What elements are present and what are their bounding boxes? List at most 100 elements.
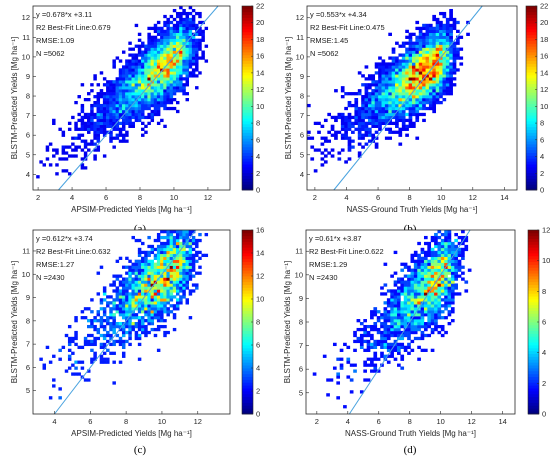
heatmap-cell: [444, 286, 448, 290]
heatmap-cell: [175, 274, 180, 278]
heatmap-cell: [131, 86, 135, 90]
heatmap-cell: [80, 83, 85, 87]
heatmap-cell: [442, 77, 447, 81]
heatmap-cell: [185, 74, 189, 78]
colorbar-tick-label: 6: [256, 135, 260, 144]
heatmap-cell: [71, 148, 75, 152]
stat-annotation: N =5062: [36, 49, 65, 58]
colorbar-swatch: [242, 75, 253, 79]
heatmap-cell: [400, 262, 405, 266]
heatmap-cell: [96, 130, 101, 134]
heatmap-cell: [400, 310, 405, 314]
heatmap-cell: [131, 65, 135, 69]
heatmap-cell: [444, 262, 448, 266]
heatmap-cell: [397, 277, 401, 281]
heatmap-cell: [418, 29, 423, 34]
heatmap-cell: [137, 265, 142, 269]
heatmap-cell: [144, 301, 148, 305]
heatmap-cell: [106, 339, 110, 344]
heatmap-cell: [384, 74, 389, 78]
heatmap-cell: [437, 283, 442, 287]
heatmap-cell: [400, 357, 405, 361]
heatmap-cell: [457, 262, 462, 266]
heatmap-cell: [381, 103, 386, 108]
heatmap-cell: [121, 103, 126, 108]
colorbar-tick-label: 2: [540, 169, 544, 178]
heatmap-cell: [150, 313, 155, 317]
heatmap-cell: [147, 98, 151, 102]
heatmap-cell: [175, 23, 180, 28]
heatmap-cell: [134, 118, 139, 123]
heatmap-cell: [150, 56, 155, 60]
heatmap-cell: [373, 345, 378, 350]
heatmap-cell: [125, 71, 129, 75]
heatmap-cell: [344, 160, 348, 164]
heatmap-cell: [422, 23, 426, 28]
heatmap-cells: [307, 8, 470, 173]
heatmap-cell: [383, 342, 388, 347]
heatmap-cell: [74, 316, 78, 320]
heatmap-cell: [412, 92, 416, 96]
heatmap-cell: [364, 98, 369, 102]
heatmap-cell: [408, 59, 413, 63]
heatmap-cell: [179, 68, 183, 72]
heatmap-cell: [407, 333, 411, 338]
heatmap-cell: [444, 292, 448, 296]
heatmap-cell: [99, 130, 104, 134]
heatmap-cell: [191, 238, 196, 243]
heatmap-cell: [118, 100, 123, 105]
heatmap-cell: [87, 342, 91, 347]
heatmap-cell: [395, 77, 399, 81]
stat-annotation: y =0.678*x +3.11: [36, 10, 92, 19]
heatmap-cell: [102, 154, 107, 158]
heatmap-cell: [417, 274, 421, 278]
heatmap-cell: [422, 62, 426, 66]
heatmap-cell: [391, 68, 396, 72]
heatmap-cell: [381, 80, 386, 84]
heatmap-cell: [418, 41, 423, 45]
heatmap-cell: [195, 286, 199, 290]
heatmap-cell: [102, 124, 107, 128]
heatmap-cell: [425, 47, 430, 51]
heatmap-cell: [447, 247, 452, 252]
heatmap-cell: [449, 23, 453, 28]
heatmap-cell: [435, 44, 440, 48]
heatmap-cell: [169, 29, 174, 34]
heatmap-cell: [121, 330, 126, 335]
heatmap-cell: [169, 277, 174, 281]
heatmap-cell: [137, 333, 142, 338]
heatmap-cell: [71, 363, 75, 367]
heatmap-cell: [428, 80, 433, 84]
heatmap-cell: [198, 256, 202, 260]
heatmap-cell: [172, 230, 177, 234]
heatmap-cell: [83, 121, 88, 126]
heatmap-cell: [391, 89, 396, 93]
heatmap-cell: [390, 351, 394, 355]
heatmap-cell: [131, 83, 135, 87]
heatmap-cell: [456, 47, 460, 51]
heatmap-cell: [415, 118, 420, 123]
heatmap-cell: [393, 313, 398, 317]
heatmap-cell: [413, 310, 418, 314]
heatmap-cell: [403, 265, 408, 269]
heatmap-cell: [125, 256, 129, 260]
heatmap-cell: [175, 83, 180, 87]
heatmap-cell: [182, 230, 186, 234]
heatmap-cell: [413, 298, 418, 302]
colorbar-swatch: [242, 43, 253, 47]
colorbar-swatch: [528, 278, 539, 283]
heatmap-cell: [188, 292, 193, 296]
heatmap-cell: [160, 292, 164, 296]
heatmap-cell: [461, 265, 465, 269]
heatmap-cell: [156, 121, 161, 126]
heatmap-cell: [391, 112, 396, 117]
heatmap-cell: [182, 274, 186, 278]
heatmap-cell: [182, 29, 186, 34]
heatmap-cell: [156, 29, 161, 34]
heatmap-cell: [445, 68, 450, 72]
heatmap-cell: [137, 98, 142, 102]
heatmap-cell: [432, 47, 437, 51]
heatmap-cell: [121, 86, 126, 90]
heatmap-cell: [408, 41, 413, 45]
